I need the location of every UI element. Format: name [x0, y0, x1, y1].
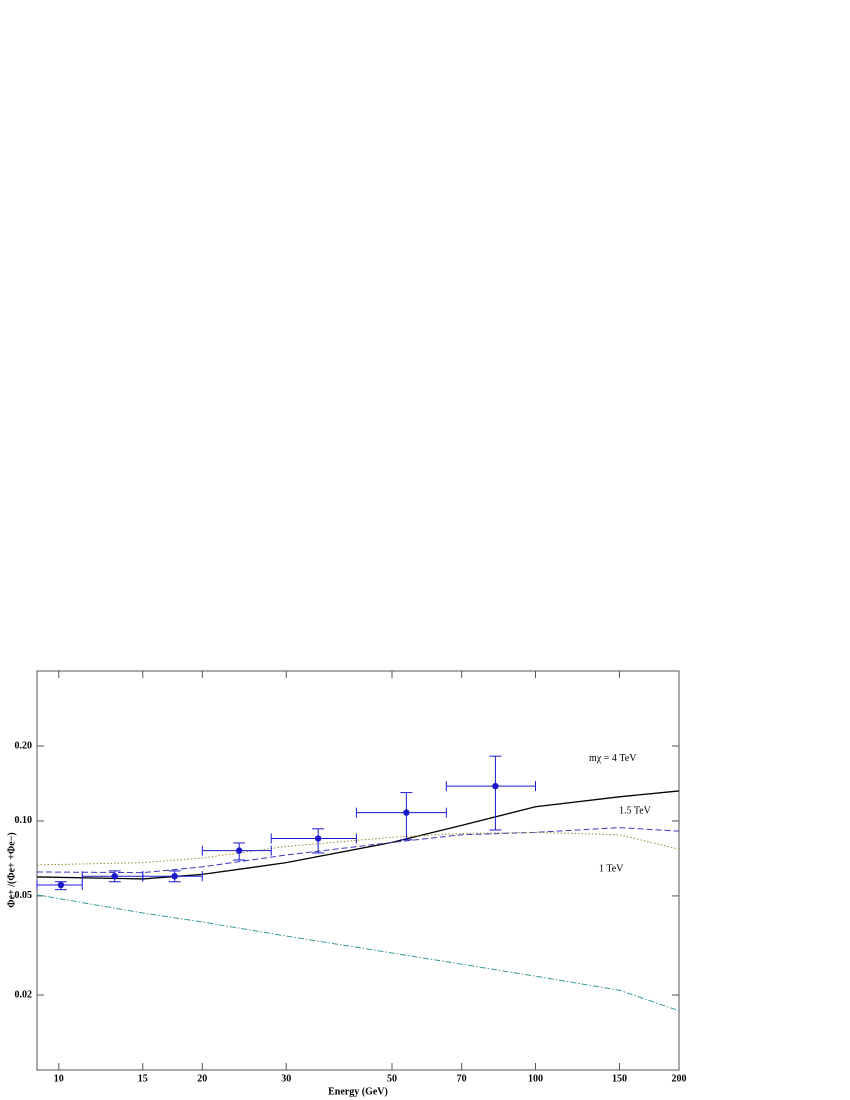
x-tick-label: 200	[672, 1073, 687, 1084]
series-line	[36, 894, 680, 1012]
x-tick-label: 15	[138, 1073, 148, 1084]
series-label: mχ = 4 TeV	[589, 753, 637, 764]
y-tick-label: 0.10	[15, 815, 33, 826]
plot-frame	[36, 670, 680, 1071]
series-line	[36, 827, 680, 874]
x-tick-label: 10	[54, 1073, 64, 1084]
series-label: 1 TeV	[599, 864, 624, 875]
series-line	[36, 790, 680, 880]
data-point	[314, 835, 322, 842]
x-axis-label: Energy (GeV)	[328, 1086, 388, 1097]
x-tick-label: 20	[197, 1073, 207, 1084]
x-tick-label: 70	[457, 1073, 467, 1084]
series-label: 1.5 TeV	[619, 805, 652, 816]
data-point	[111, 872, 118, 880]
data-point	[492, 782, 499, 790]
data-point	[403, 809, 410, 816]
y-tick-label: 0.02	[15, 989, 33, 1000]
y-axis-label: Φe+ /(Φe+ +Φe−)	[6, 832, 17, 907]
data-point	[235, 847, 243, 854]
x-tick-label: 50	[387, 1073, 397, 1084]
data-point	[57, 881, 65, 889]
y-tick-label: 0.20	[15, 740, 33, 751]
x-tick-label: 100	[528, 1073, 543, 1084]
data-point	[171, 872, 178, 880]
x-tick-label: 30	[281, 1073, 291, 1084]
y-tick-label: 0.05	[15, 890, 33, 901]
x-tick-label: 150	[612, 1073, 627, 1084]
